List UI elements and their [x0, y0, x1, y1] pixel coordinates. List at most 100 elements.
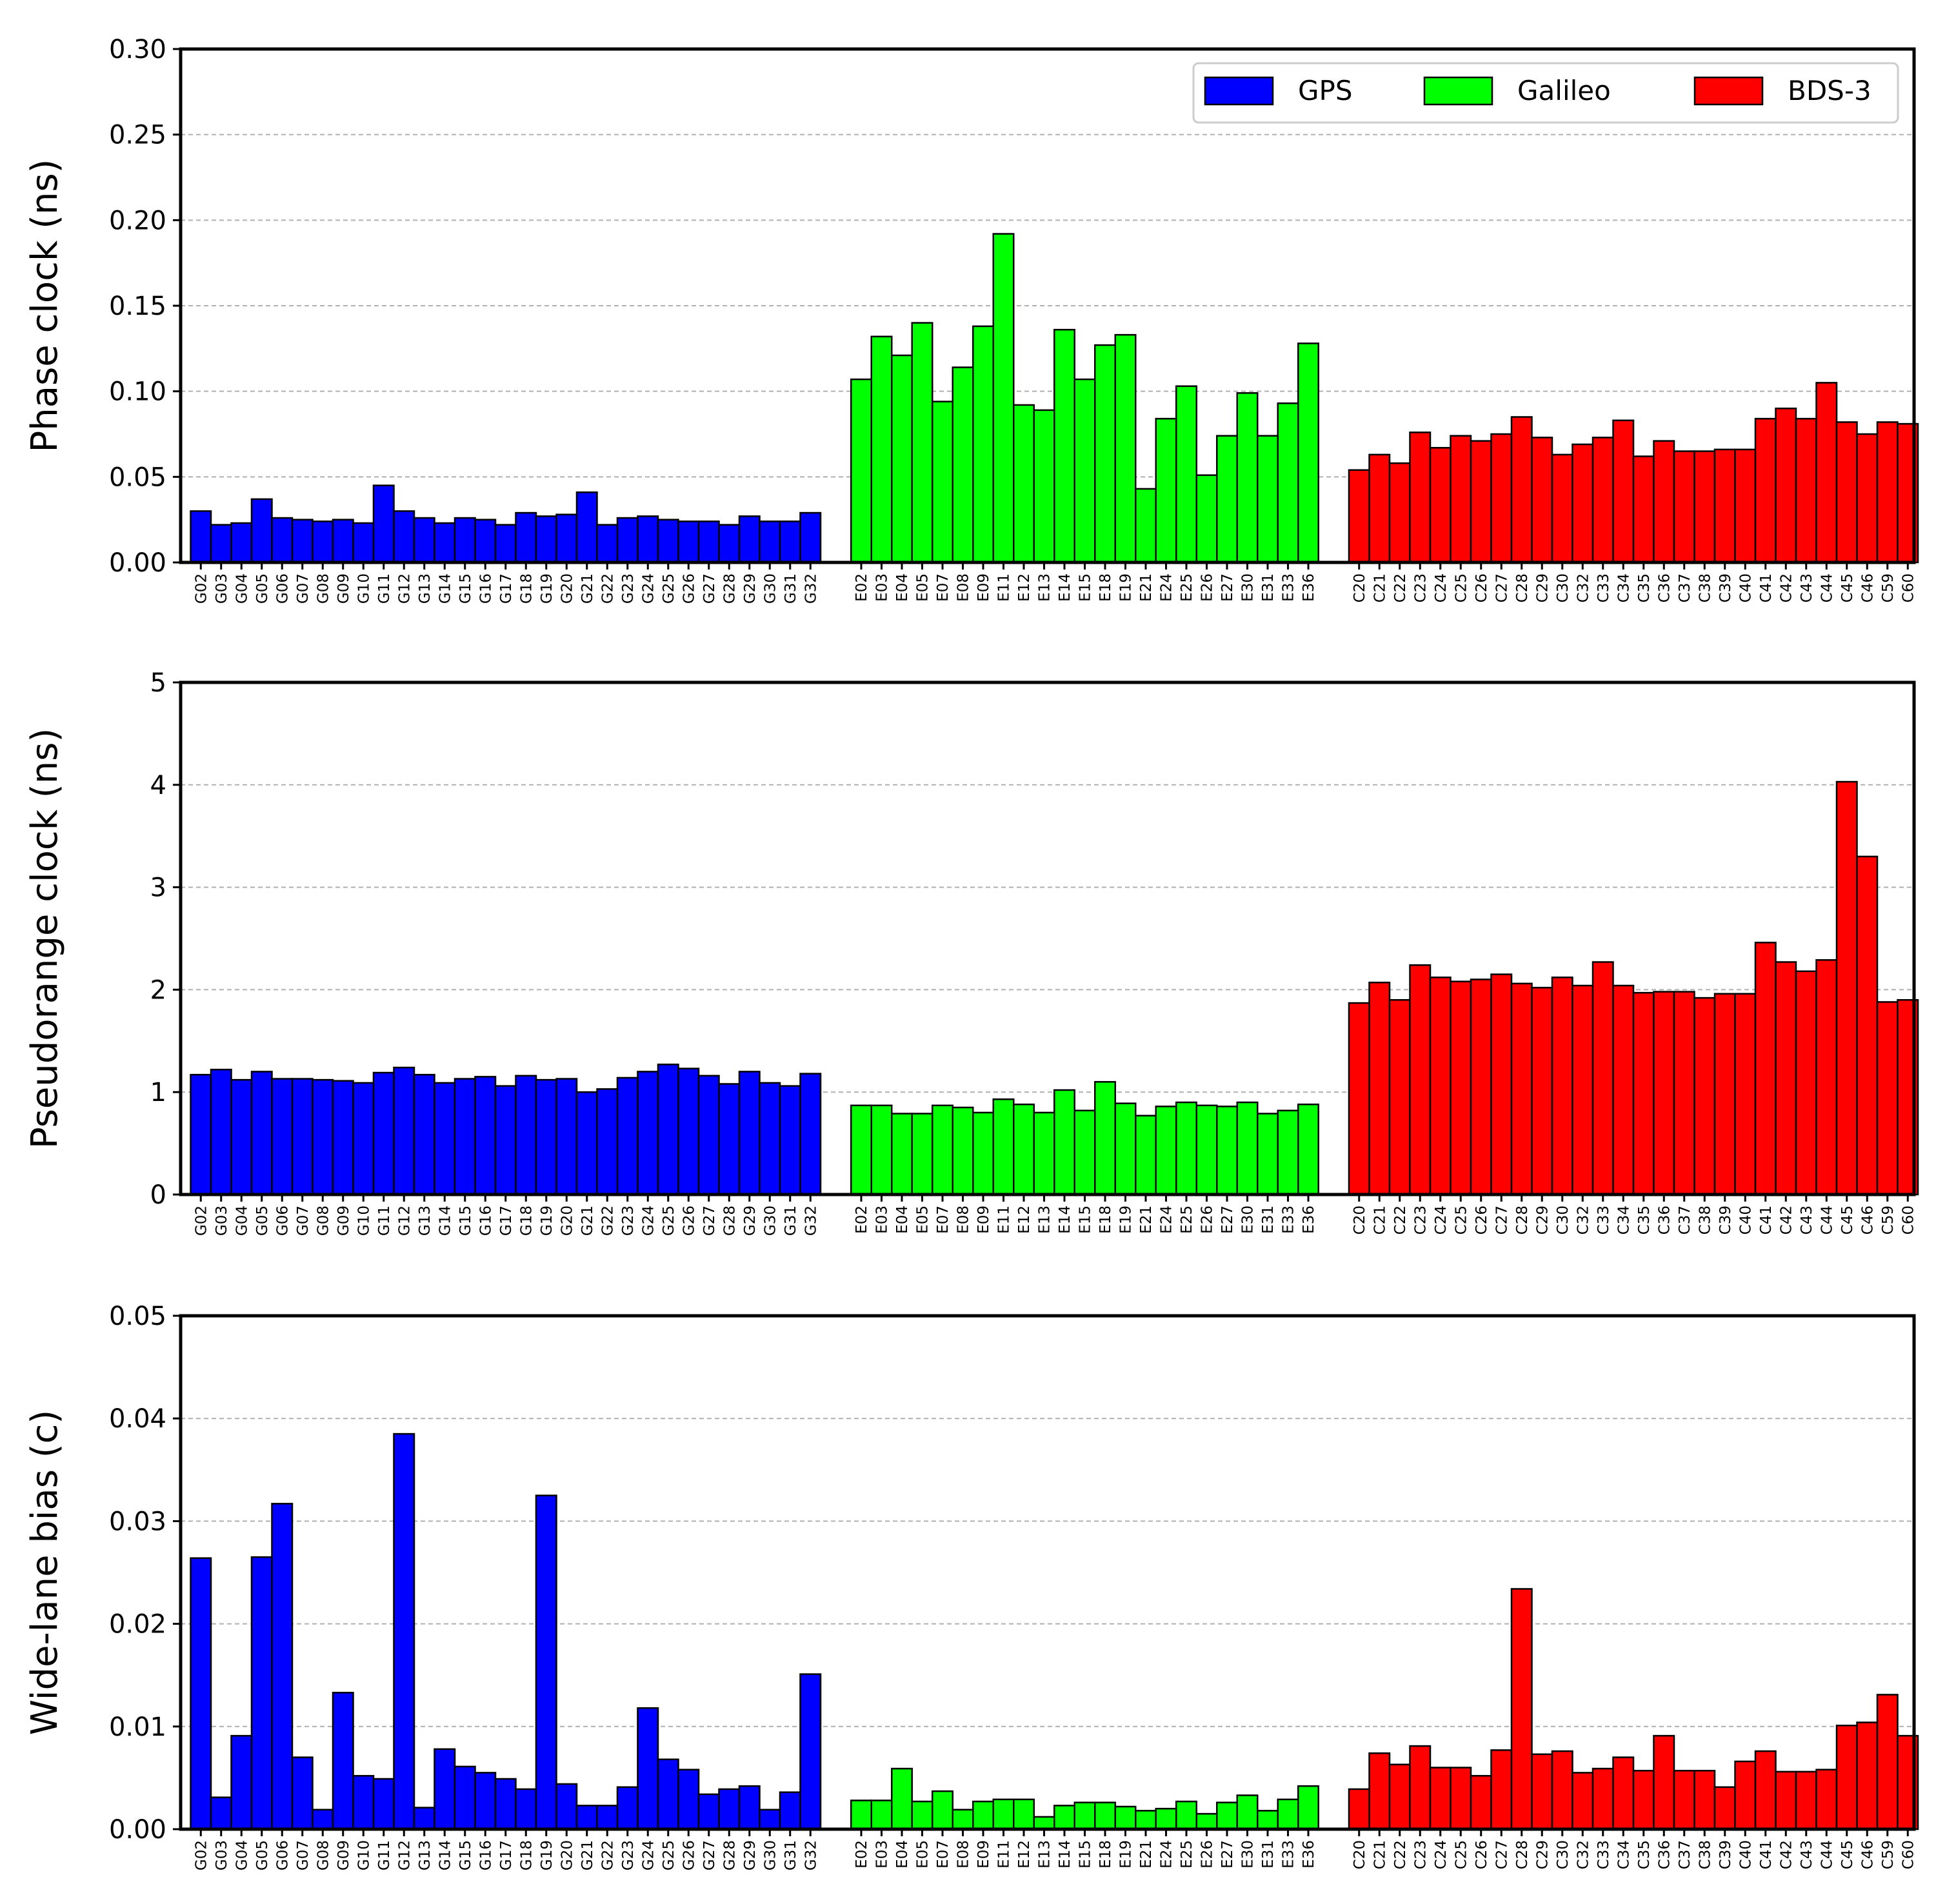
plot-frame [179, 1314, 1916, 1831]
x-tick-label: E03 [874, 573, 891, 602]
legend: GPS Galileo BDS-3 [1192, 62, 1899, 124]
x-tick-label: C42 [1778, 573, 1795, 602]
x-tick-label: G07 [295, 1840, 312, 1870]
bar-e36 [1297, 1104, 1319, 1196]
x-tick-label: G09 [335, 1205, 352, 1236]
bar-e09 [972, 325, 994, 564]
plot-frame [179, 47, 1916, 564]
x-tick-label: E13 [1037, 1840, 1053, 1869]
x-tick-label: E05 [915, 1840, 932, 1869]
bar-e15 [1073, 1801, 1096, 1830]
x-tick-label: G05 [254, 573, 271, 604]
bar-g25 [657, 1758, 679, 1830]
y-tick-label: 1 [150, 1078, 166, 1107]
x-tick-label: E18 [1097, 573, 1114, 602]
bar-e13 [1033, 1816, 1055, 1830]
bar-e15 [1073, 1109, 1096, 1196]
y-tick-label: 2 [150, 975, 166, 1005]
x-tick-label: G12 [396, 573, 413, 604]
x-tick-label: G27 [701, 1840, 718, 1870]
bar-c37 [1673, 991, 1695, 1196]
x-tick-label: C28 [1514, 573, 1531, 602]
bar-g31 [779, 1085, 801, 1196]
bar-g24 [637, 515, 659, 564]
bar-g07 [291, 1078, 314, 1196]
bar-g26 [677, 1067, 700, 1196]
y-tick-label: 0.20 [109, 206, 166, 235]
y-tick-label: 0.01 [109, 1712, 166, 1742]
x-tick-label: G06 [274, 573, 291, 604]
bar-e31 [1257, 1113, 1279, 1196]
x-tick-label: C60 [1900, 573, 1917, 602]
bar-c46 [1856, 1721, 1879, 1830]
x-tick-label: C22 [1392, 1840, 1409, 1869]
bar-e18 [1094, 1801, 1116, 1830]
x-tick-label: E24 [1159, 1205, 1175, 1234]
x-tick-label: G32 [803, 1840, 819, 1870]
x-tick-label: G32 [803, 1205, 819, 1236]
x-tick-label: E27 [1219, 573, 1236, 602]
bar-c27 [1490, 973, 1513, 1196]
x-tick-label: C23 [1412, 1205, 1429, 1235]
bar-e27 [1216, 1106, 1238, 1196]
bar-e24 [1155, 417, 1177, 564]
bar-e24 [1155, 1807, 1177, 1830]
x-tick-label: G12 [396, 1205, 413, 1236]
x-tick-label: G25 [661, 573, 677, 604]
x-tick-label: G23 [620, 1205, 637, 1236]
x-tick-label: G07 [295, 573, 312, 604]
bar-g28 [718, 1083, 741, 1196]
x-tick-label: C29 [1534, 1205, 1551, 1235]
x-tick-label: E15 [1077, 1840, 1094, 1869]
x-tick-label: C33 [1595, 573, 1612, 602]
x-tick-label: C34 [1615, 1840, 1632, 1869]
bar-g26 [677, 521, 700, 564]
x-tick-label: G22 [599, 1840, 616, 1870]
x-tick-label: G28 [721, 1205, 738, 1236]
bar-c29 [1531, 986, 1553, 1196]
y-tick-label: 0.03 [109, 1507, 166, 1536]
bar-c45 [1835, 421, 1858, 564]
x-tick-label: C26 [1473, 1205, 1490, 1235]
bar-g25 [657, 1064, 679, 1196]
bar-c34 [1612, 984, 1635, 1196]
x-tick-label: G17 [498, 1205, 515, 1236]
bar-c28 [1510, 982, 1533, 1196]
bar-g10 [352, 522, 375, 564]
bar-c26 [1470, 440, 1492, 564]
x-tick-label: G17 [498, 1840, 515, 1870]
bar-e19 [1114, 333, 1137, 564]
bar-g27 [697, 1075, 720, 1196]
x-tick-label: G10 [355, 573, 372, 604]
x-tick-label: C22 [1392, 573, 1409, 602]
bar-e05 [911, 1800, 933, 1830]
bar-e12 [1013, 1104, 1035, 1196]
bar-g16 [474, 1772, 497, 1830]
bar-c30 [1551, 453, 1573, 564]
x-tick-label: E03 [874, 1205, 891, 1234]
x-tick-label: G19 [539, 573, 555, 604]
x-tick-label: C35 [1636, 1840, 1653, 1869]
bar-g20 [555, 513, 578, 564]
x-tick-label: C24 [1433, 1205, 1450, 1235]
bar-g18 [515, 1075, 537, 1196]
x-tick-label: C44 [1819, 1840, 1835, 1869]
x-tick-label: C28 [1514, 1840, 1531, 1869]
bar-g23 [616, 517, 639, 564]
y-tick-label: 0.05 [109, 1302, 166, 1331]
x-tick-label: E15 [1077, 573, 1094, 602]
bar-g30 [759, 1809, 781, 1830]
x-tick-label: G16 [477, 1840, 494, 1870]
x-tick-label: E21 [1138, 573, 1155, 602]
x-tick-label: G22 [599, 573, 616, 604]
x-tick-label: E11 [996, 1840, 1013, 1869]
x-tick-label: C38 [1697, 1205, 1713, 1235]
bar-g30 [759, 1082, 781, 1196]
x-tick-label: C44 [1819, 1205, 1835, 1235]
x-tick-label: G05 [254, 1205, 271, 1236]
bar-c59 [1876, 421, 1899, 564]
y-tick-label: 0.25 [109, 121, 166, 150]
x-tick-label: E36 [1301, 573, 1317, 602]
bar-e13 [1033, 1111, 1055, 1196]
x-tick-label: E25 [1179, 1840, 1195, 1869]
